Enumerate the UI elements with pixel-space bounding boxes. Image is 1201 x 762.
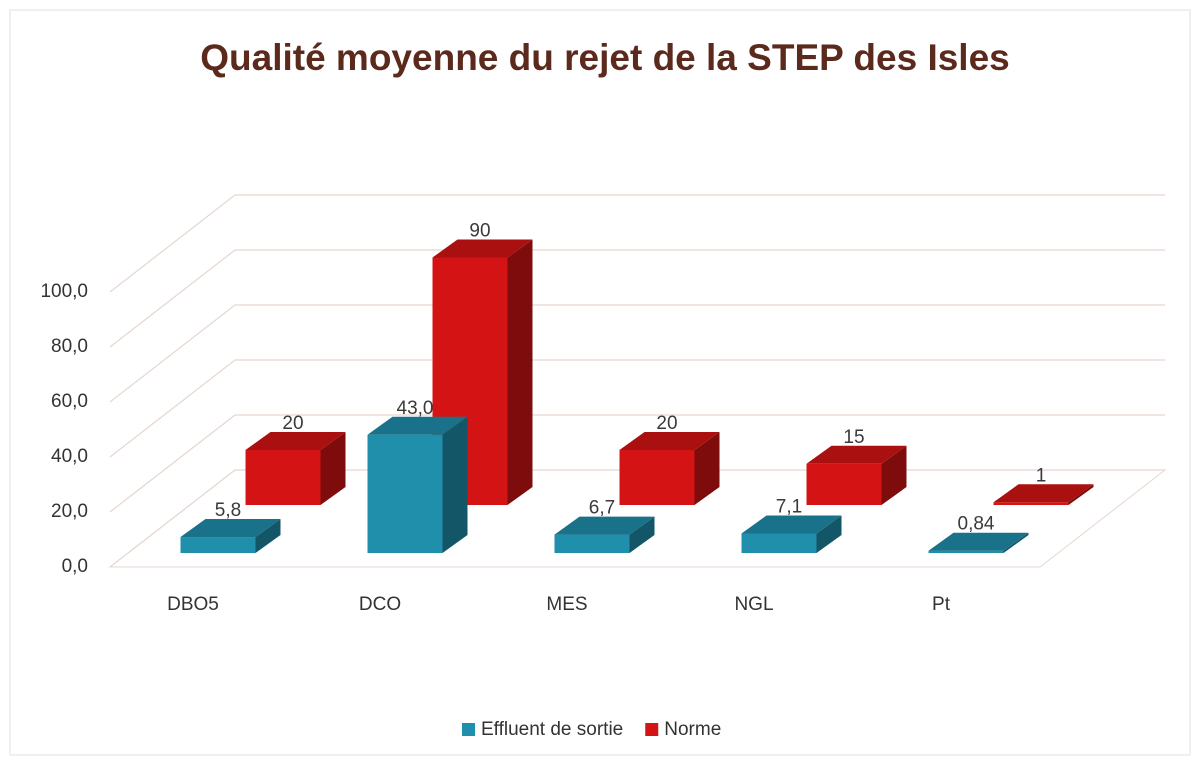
x-tick-label: DBO5 [167, 594, 219, 615]
grid-line [109, 194, 1165, 293]
bar [245, 432, 346, 505]
bar-face [881, 445, 907, 505]
value-label: 0,84 [958, 514, 995, 535]
bar-face [245, 432, 346, 450]
x-tick-label: MES [546, 594, 587, 615]
x-tick-label: NGL [734, 594, 773, 615]
bar-face [367, 434, 443, 553]
y-tick-label: 80,0 [51, 336, 88, 357]
bar-face [442, 416, 468, 553]
bar-face [554, 516, 655, 535]
grid-line [109, 304, 1165, 403]
value-label: 20 [656, 413, 677, 434]
legend-swatch [462, 723, 475, 736]
y-tick-label: 100,0 [40, 281, 88, 302]
grid-line [109, 359, 1165, 458]
bar-face [320, 432, 346, 505]
bar [928, 532, 1029, 553]
bar-face [993, 502, 1069, 505]
legend-label: Norme [664, 719, 721, 740]
value-label: 5,8 [215, 500, 241, 521]
bar-face [741, 515, 842, 534]
bar-face [816, 515, 842, 553]
bar [554, 516, 655, 553]
bar [619, 432, 720, 505]
value-label: 6,7 [589, 498, 615, 519]
x-tick-label: Pt [932, 594, 951, 615]
y-tick-label: 0,0 [62, 556, 88, 577]
chart-title: Qualité moyenne du rejet de la STEP des … [200, 37, 1010, 78]
legend-swatch [645, 723, 659, 736]
bar-face [1003, 532, 1029, 553]
bar-face [619, 432, 720, 450]
value-label: 43,0 [397, 398, 434, 419]
bar-face [629, 516, 655, 553]
y-tick-label: 60,0 [51, 391, 88, 412]
bar-face [806, 463, 882, 505]
value-label: 7,1 [776, 496, 802, 517]
grid-line [109, 414, 1165, 513]
bar-face [694, 432, 720, 505]
bar [741, 515, 842, 553]
chart-frame [9, 9, 1191, 756]
value-label: 1 [1036, 465, 1047, 486]
value-label: 90 [469, 221, 490, 242]
grid-line [109, 249, 1165, 348]
bar-face [367, 416, 468, 435]
bar-face [507, 239, 533, 505]
bar [180, 519, 281, 553]
value-label: 15 [843, 427, 864, 448]
bar [367, 416, 468, 553]
bar [806, 445, 907, 505]
x-tick-label: DCO [359, 594, 401, 615]
bar-face [806, 445, 907, 464]
bar-face [619, 450, 695, 505]
bar-face [928, 550, 1004, 553]
bar-face [993, 484, 1094, 503]
bar [993, 484, 1094, 505]
bar-face [928, 532, 1029, 551]
y-tick-label: 40,0 [51, 446, 88, 467]
legend-label: Effluent de sortie [481, 719, 623, 740]
value-label: 20 [282, 413, 303, 434]
bar-face [245, 450, 321, 505]
bar-face [554, 534, 630, 553]
y-tick-label: 20,0 [51, 501, 88, 522]
bar-face [432, 239, 533, 258]
bar-face [180, 519, 281, 538]
bar-face [180, 537, 256, 553]
bar-face [255, 519, 281, 553]
bar-face [741, 533, 817, 553]
bar-face [1068, 484, 1094, 505]
